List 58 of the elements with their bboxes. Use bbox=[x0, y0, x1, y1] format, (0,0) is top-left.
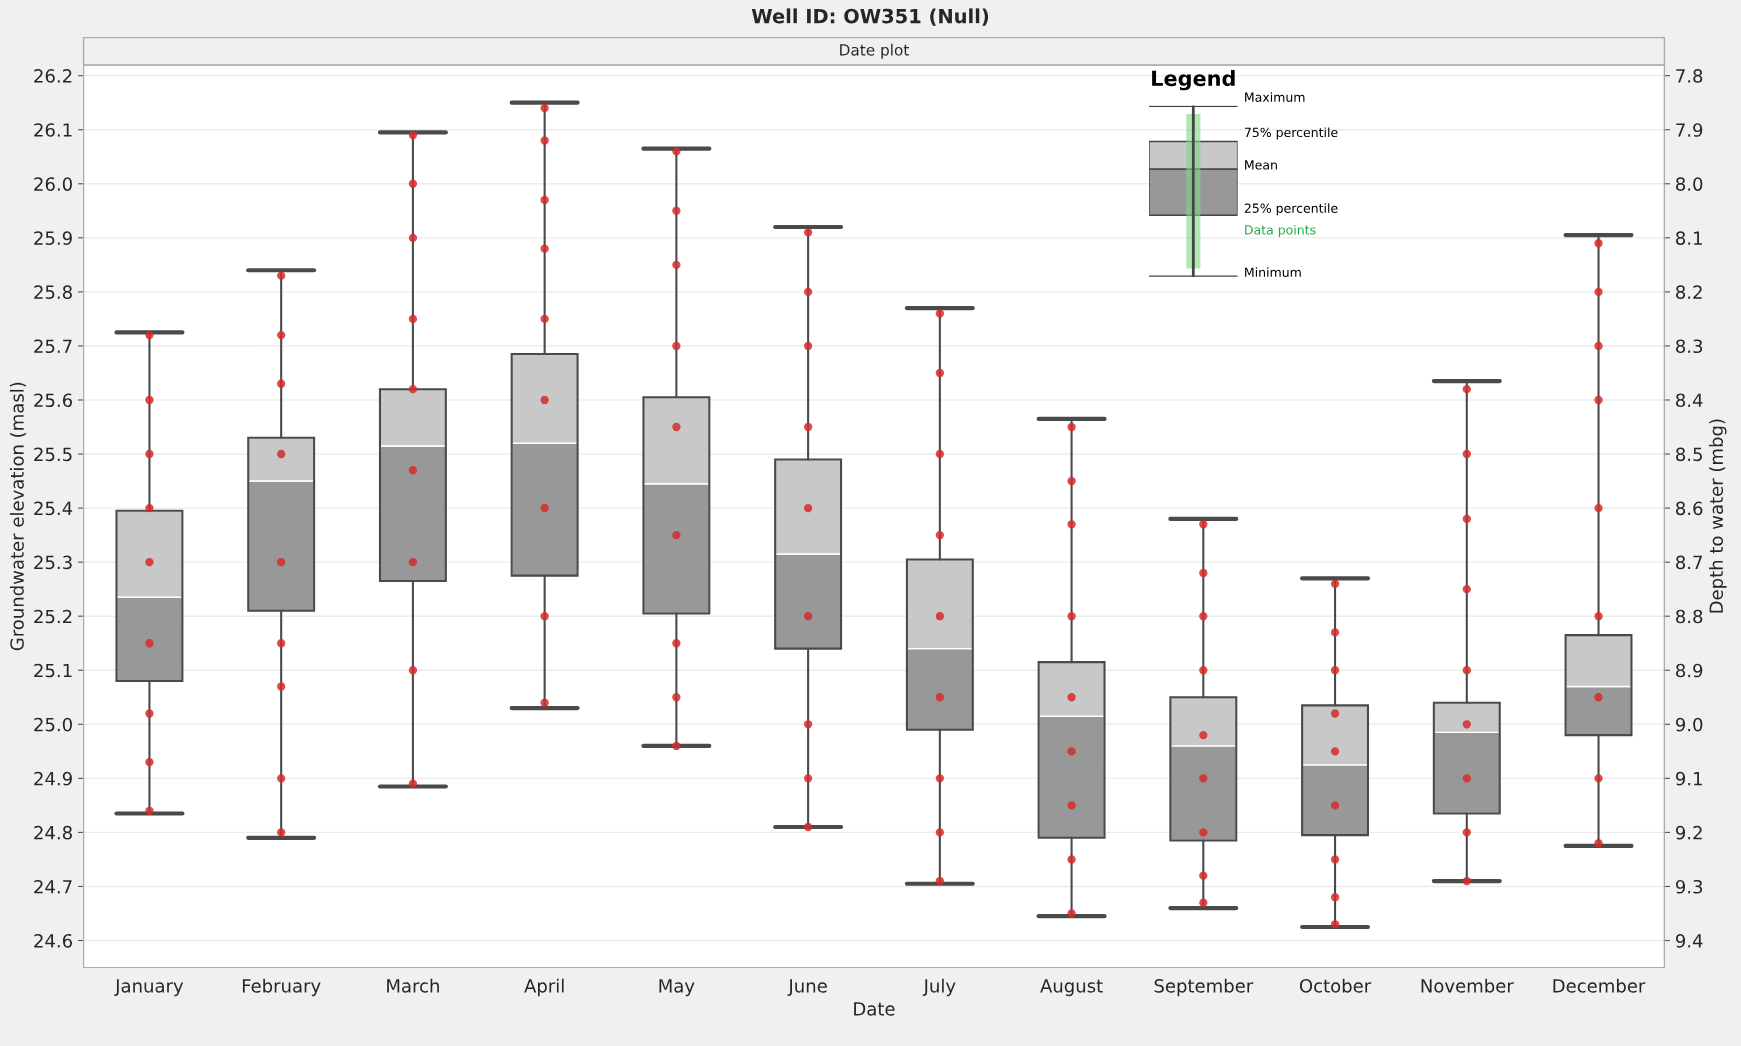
y-tick-label: 25.6 bbox=[34, 393, 73, 408]
y-tick-label: 26.1 bbox=[34, 123, 72, 137]
y-tick-label: 24.7 bbox=[34, 879, 72, 894]
y2-tick-label: 7.8 bbox=[1676, 69, 1703, 83]
annotation: Legend bbox=[1152, 70, 1235, 91]
y-tick-label: 26.0 bbox=[34, 177, 72, 191]
y-tick-label: 24.9 bbox=[34, 771, 72, 786]
y2-tick-label: 8.3 bbox=[1676, 339, 1703, 354]
y-tick-label: 24.6 bbox=[34, 933, 73, 948]
annotation: Maximum bbox=[1245, 92, 1305, 102]
x-tick-label: October bbox=[1299, 978, 1372, 993]
x-tick-label: September bbox=[1154, 978, 1254, 997]
y2-tick-label: 8.5 bbox=[1676, 447, 1702, 462]
y2-tick-label: 8.2 bbox=[1676, 285, 1702, 299]
y2-tick-label: 8.6 bbox=[1676, 501, 1703, 516]
y-tick-label: 25.9 bbox=[34, 231, 72, 245]
y-tick-label: 25.0 bbox=[34, 717, 72, 732]
y-tick-label: 25.8 bbox=[34, 285, 72, 299]
y2-tick-label: 8.7 bbox=[1676, 555, 1702, 570]
annotation: Mean bbox=[1245, 160, 1277, 170]
y-tick-label: 25.7 bbox=[34, 339, 72, 354]
y2-tick-label: 8.1 bbox=[1676, 231, 1702, 245]
chart-title: Well ID: OW351 (Null) bbox=[751, 8, 989, 26]
y-tick-label: 25.2 bbox=[34, 609, 72, 624]
annotation: 75% percentile bbox=[1244, 127, 1338, 140]
y2-tick-label: 8.8 bbox=[1676, 609, 1703, 624]
y-tick-label: 25.4 bbox=[34, 501, 73, 516]
x-tick-label: June bbox=[787, 979, 827, 996]
y2-tick-label: 9.3 bbox=[1675, 879, 1703, 894]
y2-tick-label: 8.0 bbox=[1676, 177, 1703, 191]
y2-tick-label: 8.9 bbox=[1676, 663, 1703, 678]
x-tick-label: February bbox=[242, 978, 321, 997]
x-tick-label: April bbox=[524, 978, 564, 997]
x-tick-label: December bbox=[1553, 978, 1646, 993]
y-tick-label: 24.8 bbox=[34, 825, 72, 840]
y-tick-label: 25.3 bbox=[34, 555, 72, 570]
x-tick-label: March bbox=[387, 978, 439, 993]
y-axis-title: Groundwater elevation (masl) bbox=[9, 382, 27, 651]
x-tick-label: August bbox=[1040, 979, 1103, 997]
y2-axis-title: Depth to water (mbg) bbox=[1709, 419, 1727, 613]
x-tick-label: January bbox=[114, 979, 184, 997]
y2-tick-label: 9.1 bbox=[1675, 771, 1702, 786]
y2-tick-label: 8.4 bbox=[1676, 393, 1703, 408]
y2-tick-label: 7.9 bbox=[1676, 123, 1703, 137]
y2-tick-label: 9.4 bbox=[1675, 933, 1703, 948]
y-tick-label: 25.1 bbox=[34, 663, 72, 678]
y2-tick-label: 9.2 bbox=[1675, 825, 1702, 840]
x-axis-title: Date bbox=[854, 1002, 895, 1016]
annotation: 25% percentile bbox=[1244, 203, 1338, 216]
y-tick-label: 26.2 bbox=[34, 69, 72, 83]
annotation: Data points bbox=[1245, 224, 1316, 237]
chart-subtitle: Date plot bbox=[840, 43, 909, 59]
x-tick-label: July bbox=[922, 978, 956, 997]
y2-tick-label: 9.0 bbox=[1675, 717, 1703, 732]
annotation: Minimum bbox=[1245, 267, 1301, 277]
x-tick-label: November bbox=[1421, 978, 1514, 993]
y-tick-label: 25.5 bbox=[34, 447, 72, 462]
x-tick-label: May bbox=[659, 979, 695, 997]
